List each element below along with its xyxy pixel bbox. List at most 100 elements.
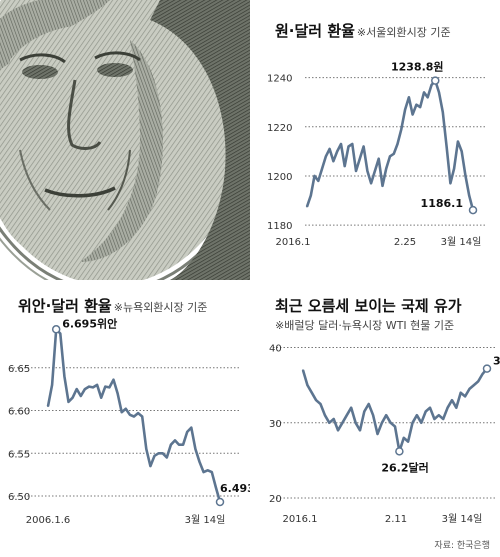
- data-point: [437, 414, 440, 417]
- data-point: [190, 426, 193, 429]
- data-point: [124, 407, 127, 410]
- y-tick-label: 1180: [267, 221, 292, 232]
- x-tick-label: 2016.1: [283, 514, 318, 525]
- data-point: [433, 418, 436, 420]
- data-point: [367, 403, 370, 405]
- banknote-portrait-image: [0, 0, 250, 280]
- data-point: [343, 165, 346, 168]
- x-tick-label: 3월 14일: [441, 236, 482, 248]
- data-point: [100, 396, 103, 399]
- data-point: [321, 167, 323, 170]
- data-point: [347, 145, 350, 148]
- data-point: [165, 456, 168, 459]
- data-point: [51, 383, 53, 386]
- data-point: [429, 406, 431, 409]
- data-point: [324, 155, 327, 158]
- x-tick-label: 2006.1.6: [26, 515, 71, 526]
- krw-usd-line-chart: 1180 1200 1220 1240 2016.1 2.25 3월 14일 1238.8원 1…: [267, 60, 487, 248]
- data-point: [481, 372, 484, 375]
- data-point: [451, 399, 453, 402]
- data-point: [455, 406, 458, 409]
- data-point: [366, 170, 369, 172]
- krw-usd-chart-panel: 원·달러 환율 ※서울외환시장 기준 1180 1200 1220 1240 2016.1…: [255, 0, 500, 280]
- data-point: [351, 143, 354, 145]
- data-point: [133, 415, 135, 418]
- annotation-label: 1186.1: [421, 197, 463, 210]
- cny-chart-title: 위안·달러 환율 ※뉴욕외환시장 기준: [18, 297, 208, 315]
- data-point: [47, 405, 49, 408]
- series-line: [305, 79, 475, 211]
- data-point: [423, 91, 425, 94]
- data-point: [441, 111, 444, 113]
- cny-usd-chart-panel: 위안·달러 환율 ※뉴욕외환시장 기준 6.50 6.55 6.60 6.65 2006.…: [0, 285, 250, 557]
- annotation-label: 1238.8원: [391, 60, 444, 74]
- y-tick-label: 6.55: [8, 449, 30, 460]
- data-point: [376, 433, 379, 435]
- oil-chart-subtitle: ※배럴당 달러·뉴욕시장 WTI 현물 기준: [275, 319, 455, 332]
- data-point: [381, 184, 384, 187]
- x-tick-label: 3월 14일: [442, 513, 483, 525]
- data-point: [153, 454, 156, 457]
- data-point: [332, 160, 335, 163]
- oil-chart-title: 최근 오름세 보이는 국제 유가: [275, 297, 462, 315]
- data-point: [453, 167, 456, 170]
- data-point: [354, 421, 357, 424]
- data-point: [79, 395, 82, 397]
- data-point: [449, 182, 452, 185]
- y-tick-label: 1220: [267, 123, 292, 134]
- data-point: [468, 194, 471, 197]
- data-point: [426, 96, 429, 99]
- data-point: [104, 385, 107, 388]
- data-point: [340, 143, 342, 145]
- data-point: [210, 471, 213, 473]
- y-tick-label: 1200: [267, 172, 292, 183]
- data-point: [129, 413, 131, 416]
- data-point: [407, 96, 410, 99]
- data-point: [337, 429, 339, 432]
- data-point: [313, 175, 316, 177]
- cny-usd-line-chart: 6.50 6.55 6.60 6.65 2006.1.6 3월 14일 6.695위안 6.4…: [8, 316, 250, 526]
- data-point: [442, 418, 445, 420]
- data-point: [328, 421, 331, 424]
- y-tick-label: 40: [269, 344, 282, 355]
- data-point: [145, 448, 148, 450]
- data-point: [206, 469, 209, 472]
- data-point: [468, 388, 471, 390]
- data-point: [182, 443, 185, 446]
- data-point: [416, 414, 418, 417]
- data-point: [345, 414, 348, 417]
- data-point: [96, 383, 99, 386]
- annotation-marker: [468, 205, 478, 215]
- data-point: [404, 108, 406, 111]
- source-note: 자료: 한국은행: [434, 541, 490, 551]
- data-point: [186, 430, 189, 433]
- annotation-label: 37.2: [493, 355, 500, 368]
- data-point: [137, 412, 139, 414]
- data-point: [363, 410, 366, 413]
- data-point: [341, 421, 344, 424]
- data-point: [411, 113, 414, 116]
- x-tick-label: 3월 14일: [185, 514, 226, 526]
- data-point: [309, 194, 312, 197]
- data-point: [324, 414, 326, 417]
- data-point: [385, 167, 388, 170]
- data-point: [178, 443, 180, 446]
- data-point: [306, 384, 309, 387]
- data-point: [350, 406, 353, 409]
- data-point: [149, 465, 152, 467]
- data-point: [400, 128, 403, 131]
- data-point: [415, 103, 418, 106]
- data-point: [88, 385, 90, 388]
- data-point: [374, 170, 376, 172]
- data-point: [394, 425, 396, 428]
- data-point: [75, 388, 78, 391]
- oil-price-line-chart: 20 30 40 2016.1 2.11 3월 14일 26.2달러 37.2: [269, 344, 500, 525]
- data-point: [315, 399, 318, 402]
- y-tick-label: 6.60: [8, 407, 30, 418]
- data-point: [411, 421, 414, 424]
- data-point: [198, 460, 201, 463]
- data-point: [380, 421, 383, 424]
- data-point: [430, 84, 433, 86]
- data-point: [459, 391, 462, 394]
- krw-chart-title: 원·달러 환율 ※서울외환시장 기준: [275, 22, 451, 40]
